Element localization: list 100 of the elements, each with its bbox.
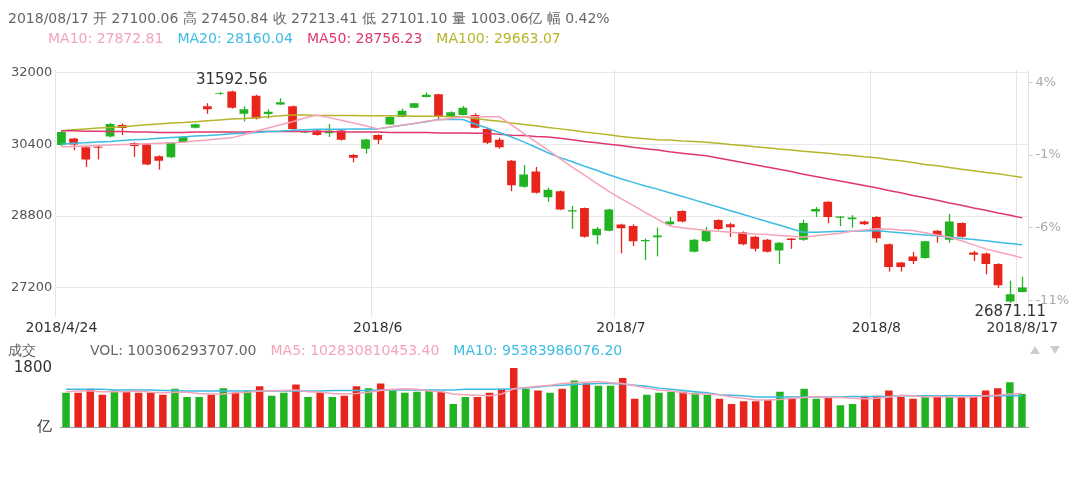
y-tick-label: 27200: [11, 279, 53, 295]
bar: [1006, 382, 1014, 428]
bar: [449, 404, 457, 428]
bar: [715, 398, 724, 428]
bar: [655, 392, 663, 428]
candlestick: [653, 226, 662, 258]
bar: [122, 391, 131, 428]
text: VOL: 100306293707.00: [90, 341, 257, 360]
bar: [897, 397, 905, 428]
bar: [800, 388, 808, 428]
bar: [183, 397, 191, 428]
bar: [437, 391, 445, 428]
text: MA5: 102830810453.40: [270, 341, 440, 360]
bar: [752, 401, 760, 428]
y2-tick-label: -1%: [1035, 146, 1061, 162]
bar: [631, 398, 639, 428]
text: MA20: 28160.04: [177, 29, 293, 48]
bar: [62, 392, 70, 428]
bar: [812, 398, 820, 428]
candlestick: [981, 251, 991, 275]
bar: [171, 388, 179, 428]
candlestick: [81, 145, 91, 168]
x-tick-label: 2018/6: [353, 319, 403, 336]
bar: [848, 404, 857, 428]
bar: [570, 380, 578, 428]
bar: [389, 390, 397, 428]
bar: [643, 394, 651, 428]
y-tick-label: 32000: [11, 63, 53, 79]
candlestick: [519, 164, 529, 189]
bar: [534, 390, 542, 428]
bar: [909, 398, 917, 428]
bar: [316, 392, 324, 428]
text: 1800: [13, 357, 52, 376]
y2-tick-label: 4%: [1035, 73, 1057, 89]
bar: [425, 390, 433, 428]
bar: [727, 404, 736, 428]
bar: [667, 391, 675, 428]
bar: [413, 391, 421, 428]
bar: [1018, 394, 1026, 428]
bar: [679, 391, 687, 428]
candlestick: [1005, 280, 1015, 304]
bar: [546, 392, 554, 428]
bar: [461, 397, 470, 428]
candlestick: [555, 189, 565, 211]
bar: [98, 394, 107, 428]
bar: [788, 398, 796, 428]
bar: [764, 399, 772, 428]
bar: [328, 397, 336, 428]
bar: [921, 397, 929, 428]
bar: [280, 392, 288, 428]
bar: [207, 394, 215, 428]
text: MA100: 29663.07: [436, 29, 561, 48]
bar: [873, 395, 881, 428]
bar: [885, 390, 893, 428]
bar: [147, 392, 155, 428]
bar: [401, 392, 409, 428]
candlestick: [531, 166, 541, 195]
bar: [473, 397, 482, 428]
bar: [74, 392, 82, 428]
candlestick: [567, 205, 577, 230]
text: MA50: 28756.23: [306, 29, 423, 48]
bar: [703, 394, 712, 428]
bar: [231, 392, 240, 428]
bar: [606, 385, 615, 428]
bar: [558, 388, 566, 428]
bar: [933, 397, 941, 428]
x-tick-label: 2018/4/24: [25, 319, 98, 336]
chart-title: 2018/08/17 开 27100.06 高 27450.84 收 27213.41 低 27101.10 量 1003.06亿 幅 0.42%: [8, 9, 610, 28]
y-tick-label: 30400: [11, 135, 53, 151]
bar: [836, 405, 845, 428]
text: 亿: [36, 417, 52, 436]
annotation: 31592.56: [195, 69, 268, 88]
chart-title: 成交: [8, 341, 36, 360]
bar: [159, 394, 167, 428]
bar: [195, 397, 203, 428]
bar: [268, 395, 276, 428]
x-tick-label: 2018/8: [851, 319, 902, 336]
x-tick-label: 2018/8/17: [986, 319, 1059, 336]
candlestick: [884, 242, 893, 273]
text: MA10: 27872.81: [48, 29, 164, 48]
bar: [776, 391, 784, 428]
candlestick: [227, 89, 237, 110]
bar: [340, 395, 349, 428]
bar: [994, 388, 1002, 428]
bar: [134, 392, 143, 428]
y-tick-label: 28800: [11, 207, 53, 223]
bar: [691, 392, 699, 428]
y2-tick-label: -6%: [1035, 219, 1061, 235]
candlestick: [604, 208, 614, 232]
bar: [594, 385, 603, 428]
bar: [522, 388, 530, 428]
candlestick: [823, 200, 833, 224]
bar: [969, 397, 978, 428]
candlestick: [580, 206, 589, 239]
bar: [510, 368, 518, 428]
bar: [739, 401, 748, 428]
candlestick: [507, 159, 516, 192]
series-label: MA10: 95383986076.20: [453, 341, 623, 360]
bar: [292, 384, 300, 428]
x-tick-label: 2018/7: [596, 319, 646, 336]
